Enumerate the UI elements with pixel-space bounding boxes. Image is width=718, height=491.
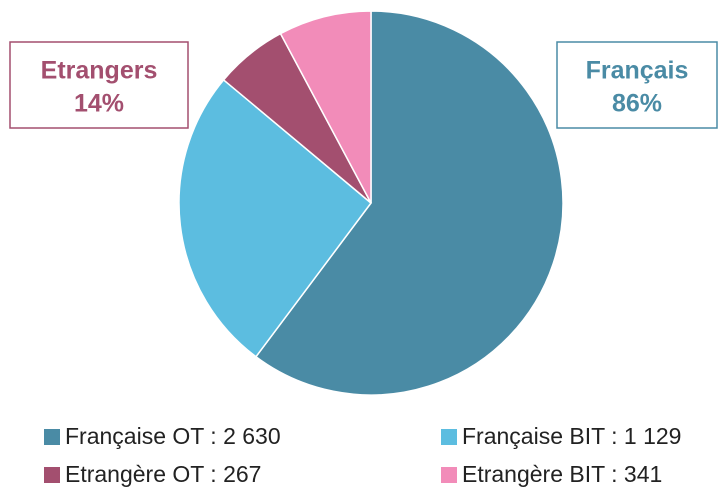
annotation-label: Etrangers xyxy=(41,57,158,85)
legend-label: Française OT : 2 630 xyxy=(65,423,281,449)
annotation-box xyxy=(556,41,718,129)
pie-slice xyxy=(279,10,372,204)
pie-slice xyxy=(254,10,564,396)
legend-label: Française BIT : 1 129 xyxy=(462,423,681,449)
pie-slice xyxy=(178,78,373,358)
legend-label: Etrangère OT : 267 xyxy=(65,461,261,487)
legend-label: Etrangère BIT : 341 xyxy=(462,461,662,487)
annotation-value: 86% xyxy=(612,90,662,118)
legend-swatch xyxy=(441,467,457,483)
annotation-label: Français xyxy=(586,57,689,85)
legend-swatch xyxy=(44,467,60,483)
annotation-value: 14% xyxy=(74,90,124,118)
annotation-box xyxy=(9,41,189,129)
legend-swatch xyxy=(44,429,60,445)
legend-swatch xyxy=(441,429,457,445)
